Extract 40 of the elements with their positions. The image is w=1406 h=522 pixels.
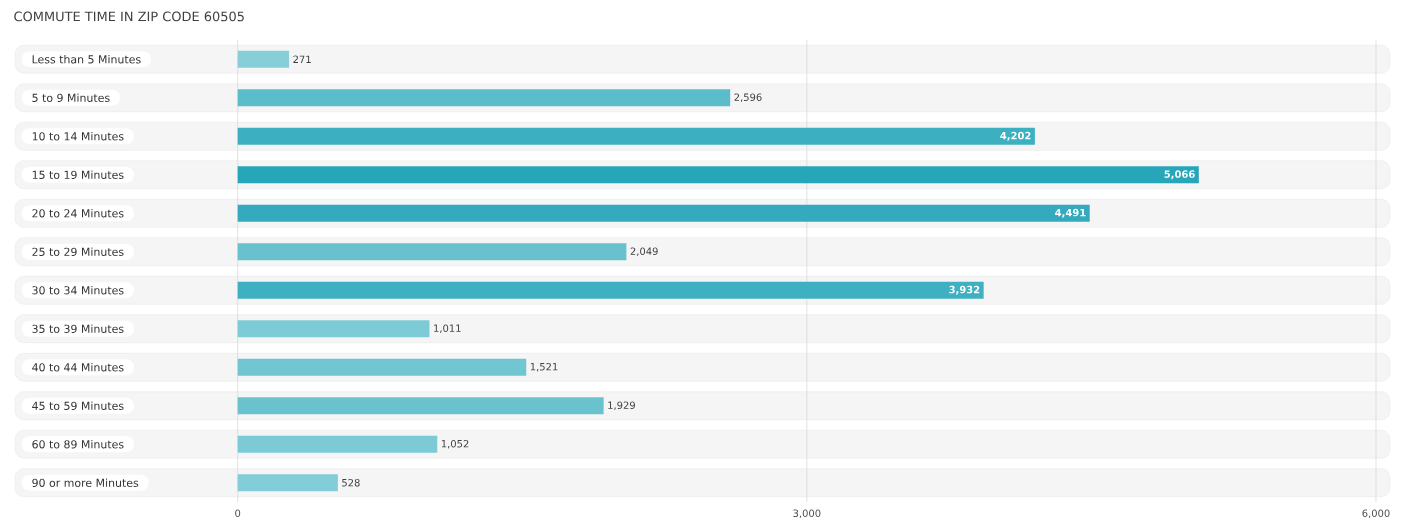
x-tick-label: 6,000 bbox=[1362, 509, 1390, 519]
bar bbox=[237, 281, 984, 299]
y-tick-label: 45 to 59 Minutes bbox=[32, 401, 124, 410]
data-label: 2,596 bbox=[734, 93, 762, 103]
y-tick-label: 15 to 19 Minutes bbox=[32, 170, 124, 179]
data-label: 1,521 bbox=[530, 362, 558, 372]
bar bbox=[237, 204, 1090, 222]
x-tick-label: 3,000 bbox=[793, 509, 821, 519]
data-label: 4,491 bbox=[1055, 208, 1086, 218]
chart-title: COMMUTE TIME IN ZIP CODE 60505 bbox=[14, 11, 244, 22]
bar bbox=[237, 127, 1035, 145]
x-tick-label: 0 bbox=[235, 509, 241, 518]
y-tick-label: Less than 5 Minutes bbox=[32, 55, 141, 64]
y-tick-label: 20 to 24 Minutes bbox=[32, 209, 124, 218]
bar bbox=[237, 320, 430, 338]
data-label: 5,066 bbox=[1164, 170, 1195, 180]
data-label: 1,011 bbox=[434, 324, 461, 334]
data-label: 1,052 bbox=[441, 439, 469, 449]
bar bbox=[237, 166, 1199, 184]
data-label: 3,932 bbox=[949, 285, 980, 295]
y-tick-label: 35 to 39 Minutes bbox=[32, 324, 124, 333]
bar bbox=[237, 474, 338, 492]
y-tick-label: 30 to 34 Minutes bbox=[32, 286, 124, 295]
bar bbox=[237, 435, 438, 453]
bar bbox=[237, 397, 604, 415]
bar bbox=[237, 89, 731, 107]
data-label: 528 bbox=[342, 478, 360, 487]
bar bbox=[237, 50, 290, 68]
y-tick-label: 40 to 44 Minutes bbox=[32, 363, 124, 372]
data-label: 4,202 bbox=[1000, 131, 1031, 141]
y-tick-label: 5 to 9 Minutes bbox=[32, 93, 110, 102]
y-tick-label: 90 or more Minutes bbox=[32, 478, 139, 487]
y-tick-label: 25 to 29 Minutes bbox=[32, 247, 124, 256]
bar bbox=[237, 243, 627, 261]
data-label: 1,929 bbox=[608, 401, 635, 411]
data-label: 271 bbox=[293, 55, 311, 63]
data-label: 2,049 bbox=[630, 247, 658, 257]
y-tick-label: 10 to 14 Minutes bbox=[32, 132, 124, 141]
y-tick-label: 60 to 89 Minutes bbox=[32, 440, 124, 449]
bar bbox=[237, 358, 527, 376]
